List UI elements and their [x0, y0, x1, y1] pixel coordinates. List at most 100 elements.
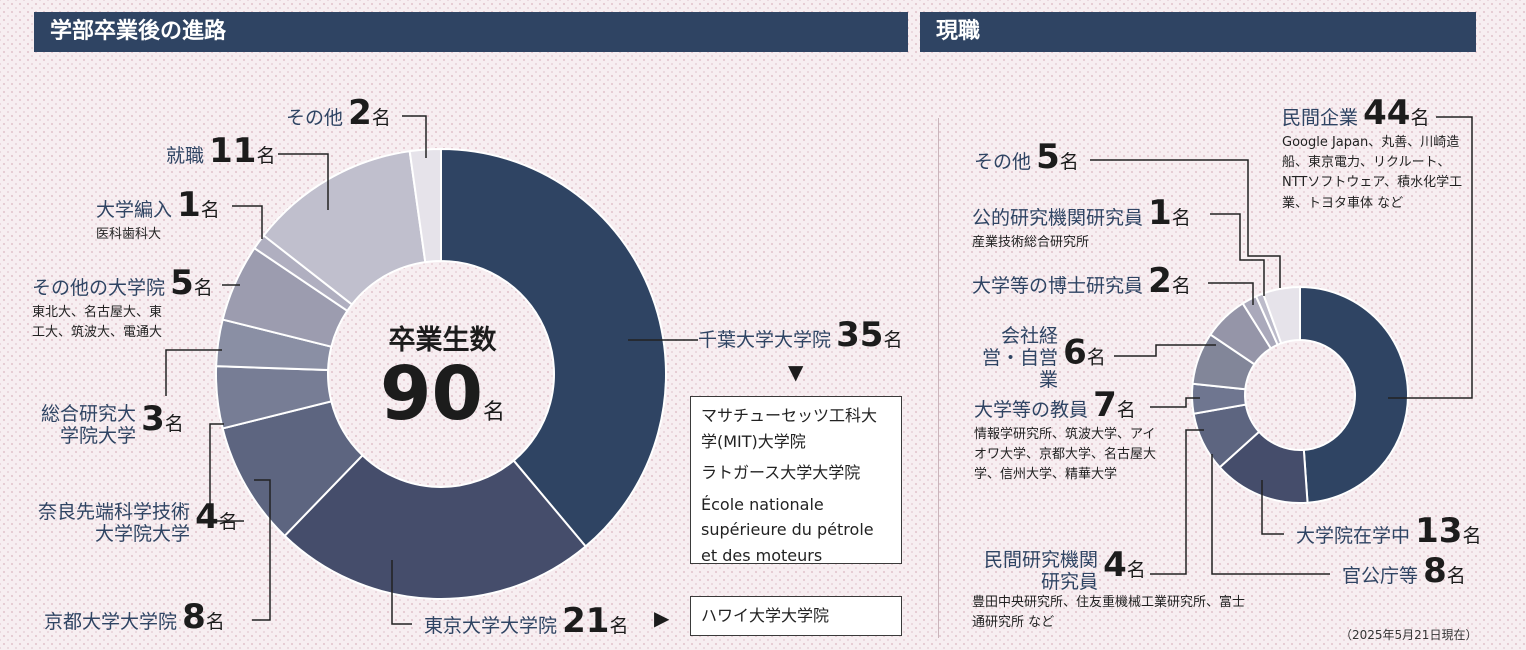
slice-label: 京都大学大学院 [44, 611, 178, 633]
leader-line [1150, 397, 1200, 408]
slice-label: 千葉大学大学院 [698, 329, 832, 351]
donut-slice-8 [408, 147, 442, 264]
box-item: マサチューセッツ工科大学(MIT)大学院 [701, 406, 878, 451]
leader-lines [165, 115, 1473, 625]
slice-label: 大学編入 [96, 199, 173, 221]
slice-value: 11 [209, 131, 257, 171]
slice-value: 4 [195, 497, 219, 537]
leader-line [1211, 454, 1330, 575]
slice-unit: 名 [1410, 107, 1430, 129]
slice-unit: 名 [371, 107, 391, 129]
leader-line [165, 349, 222, 396]
slice-unit: 名 [200, 199, 220, 221]
slice-unit: 名 [193, 277, 213, 299]
slice-unit: 名 [256, 145, 276, 167]
left-section-header: 学部卒業後の進路 [34, 12, 908, 52]
label-faculty: 大学等の教員 7名 情報学研究所、筑波大学、アイオワ大学、京都大学、名古屋大学、… [974, 385, 1166, 486]
slice-value: 5 [1036, 137, 1060, 177]
slice-value: 2 [348, 93, 372, 133]
label-postdoc: 大学等の博士研究員 2名 [972, 261, 1191, 301]
slice-detail: 豊田中央研究所、住友重機械工業研究所、富士通研究所 など [972, 595, 1246, 631]
slice-detail: 産業技術総合研究所 [972, 235, 1090, 251]
total-value: 90 [380, 351, 483, 437]
label-chiba: 千葉大学大学院 35名 [698, 315, 903, 355]
slice-value: 35 [836, 315, 884, 355]
label-other-grad: その他の大学院 5名 東北大、名古屋大、東工大、筑波大、電通大 [32, 263, 213, 343]
slice-label: 東京大学大学院 [424, 615, 558, 637]
right-section-header: 現職 [920, 12, 1476, 52]
slice-label: 就職 [166, 145, 205, 167]
slice-label: その他 [974, 151, 1032, 173]
box-item: École nationale supérieure du pétrole et… [701, 494, 874, 565]
slice-value: 6 [1063, 332, 1087, 373]
label-nara: 奈良先端科学技術大学院大学 4名 [20, 497, 238, 545]
graduates-total: 卒業生数 90名 [335, 318, 550, 431]
box-item: ハワイ大学大学院 [701, 606, 830, 625]
slice-label: 総合研究大学院大学 [40, 402, 136, 447]
slice-label: 大学院在学中 [1296, 525, 1411, 547]
hawaii-box: ハワイ大学大学院 [690, 596, 902, 636]
slice-unit: 名 [1116, 399, 1136, 421]
box-item: ラトガース大学大学院 [701, 463, 861, 483]
leader-line [1210, 213, 1265, 296]
slice-unit: 名 [218, 511, 238, 533]
slice-value: 3 [141, 399, 165, 439]
leader-line [209, 423, 244, 522]
total-unit: 名 [482, 400, 505, 425]
slice-label: 大学等の博士研究員 [972, 275, 1144, 297]
label-public-research: 公的研究機関研究員 1名 産業技術総合研究所 [972, 193, 1191, 253]
slice-detail: 東北大、名古屋大、東工大、筑波大、電通大 [32, 305, 163, 341]
label-tokyo: 東京大学大学院 21名 [424, 601, 629, 641]
section-divider [938, 118, 939, 638]
label-business-owner: 会社経営・自営業 6名 [972, 325, 1106, 392]
label-transfer: 大学編入 1名 医科歯科大 [96, 185, 220, 245]
left-donut-chart [215, 147, 667, 600]
slice-label: 奈良先端科学技術大学院大学 [37, 500, 190, 545]
leader-line [1150, 429, 1204, 575]
down-arrow-icon: ▼ [788, 360, 804, 384]
slice-label: 民間研究機関研究員 [983, 548, 1098, 593]
slice-detail: 医科歯科大 [96, 227, 162, 243]
slice-unit: 名 [1171, 207, 1191, 229]
slice-unit: 名 [609, 615, 629, 637]
donut-slice-8 [1261, 285, 1301, 345]
donut-slice-1 [283, 453, 588, 600]
slice-value: 1 [177, 185, 201, 225]
leader-line [278, 153, 329, 210]
leader-line [402, 115, 427, 158]
date-note: （2025年5月21日現在） [1340, 628, 1478, 642]
slice-value: 8 [1423, 551, 1447, 591]
slice-unit: 名 [1171, 275, 1191, 297]
slice-label: その他 [286, 107, 344, 129]
slice-unit: 名 [164, 413, 184, 435]
leader-line [1090, 159, 1281, 288]
slice-label: その他の大学院 [32, 277, 166, 299]
slice-label: 会社経営・自営業 [981, 325, 1058, 391]
leader-line [391, 560, 412, 625]
slice-label: 大学等の教員 [974, 399, 1089, 421]
slice-unit: 名 [1126, 559, 1146, 581]
slice-value: 44 [1363, 93, 1411, 133]
right-donut-chart [1191, 285, 1409, 504]
slice-value: 8 [182, 597, 206, 637]
leader-line [1114, 344, 1216, 357]
slice-unit: 名 [883, 329, 903, 351]
slice-label: 民間企業 [1282, 107, 1359, 129]
slice-value: 5 [170, 263, 194, 303]
slice-unit: 名 [1059, 151, 1079, 173]
label-grad-student: 大学院在学中 13名 [1296, 511, 1481, 551]
slice-value: 1 [1148, 193, 1172, 233]
leader-line [1388, 116, 1473, 399]
slice-unit: 名 [1086, 346, 1106, 369]
label-government: 官公庁等 8名 [1342, 551, 1466, 591]
slice-value: 4 [1103, 545, 1127, 585]
leader-line [232, 205, 263, 239]
slice-unit: 名 [1446, 565, 1466, 587]
label-kyoto: 京都大学大学院 8名 [44, 597, 225, 637]
leader-line [252, 479, 271, 621]
slice-value: 2 [1148, 261, 1172, 301]
slice-value: 21 [562, 601, 610, 641]
leader-line [1208, 282, 1254, 305]
label-sokendai: 総合研究大学院大学 3名 [30, 399, 184, 447]
